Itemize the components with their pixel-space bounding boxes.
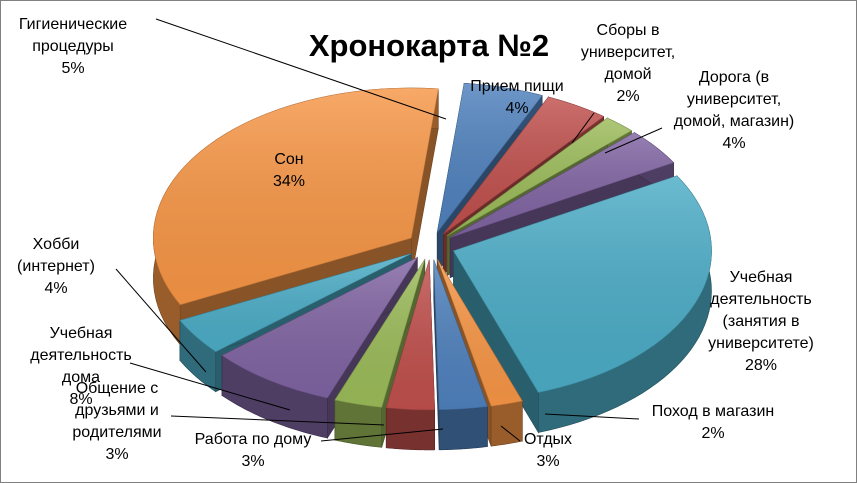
data-label-учебная-деятельность-занятия-в-университете: Учебная деятельность (занятия в университет… bbox=[708, 269, 814, 374]
pie-slice-отдых bbox=[433, 259, 488, 451]
data-label-дорога-в-университет-домой-магазин: Дорога (в университет, домой, магазин) 4% bbox=[674, 69, 795, 152]
leader-line-общение-с-друзьями-и-родителями bbox=[170, 415, 385, 426]
pie-slice-сон bbox=[152, 87, 439, 346]
leader-line-работа-по-дому bbox=[320, 428, 444, 442]
leader-line-гигиенические-процедуры bbox=[155, 18, 447, 120]
data-label-учебная-деятельность-дома: Учебная деятельность дома 8% bbox=[30, 325, 131, 408]
data-label-гигиенические-процедуры: Гигиенические процедуры 5% bbox=[19, 16, 127, 77]
data-label-работа-по-дому: Работа по дому 3% bbox=[195, 431, 312, 470]
leader-line-отдых bbox=[500, 425, 521, 442]
data-label-отдых: Отдых 3% bbox=[524, 431, 572, 470]
chart-title: Хронокарта №2 bbox=[309, 28, 549, 63]
data-label-прием-пищи: Прием пищи 4% bbox=[470, 78, 563, 117]
pie-slice-учебная-деятельность-дома bbox=[221, 256, 419, 440]
leader-line-хобби-интернет bbox=[115, 268, 207, 373]
leader-line-дорога-в-университет-домой-магазин bbox=[604, 127, 663, 154]
leader-line-сборы-в-университет-домой bbox=[571, 112, 595, 144]
leader-line-поход-в-магазин bbox=[544, 413, 640, 420]
pie-slice-учебная-деятельность-занятия-в-университете bbox=[453, 175, 712, 434]
pie-slice-работа-по-дому bbox=[385, 259, 435, 451]
data-label-хобби-интернет: Хобби (интернет) 4% bbox=[17, 236, 95, 297]
data-label-сон: Сон 34% bbox=[273, 151, 305, 190]
data-label-сборы-в-университет-домой: Сборы в университет, домой 2% bbox=[581, 22, 675, 105]
data-label-поход-в-магазин: Поход в магазин 2% bbox=[652, 403, 775, 442]
leader-line-учебная-деятельность-дома bbox=[129, 362, 291, 411]
data-label-общение-с-друзьями-и-родителями: Общение с друзьями и родителями 3% bbox=[72, 380, 161, 463]
